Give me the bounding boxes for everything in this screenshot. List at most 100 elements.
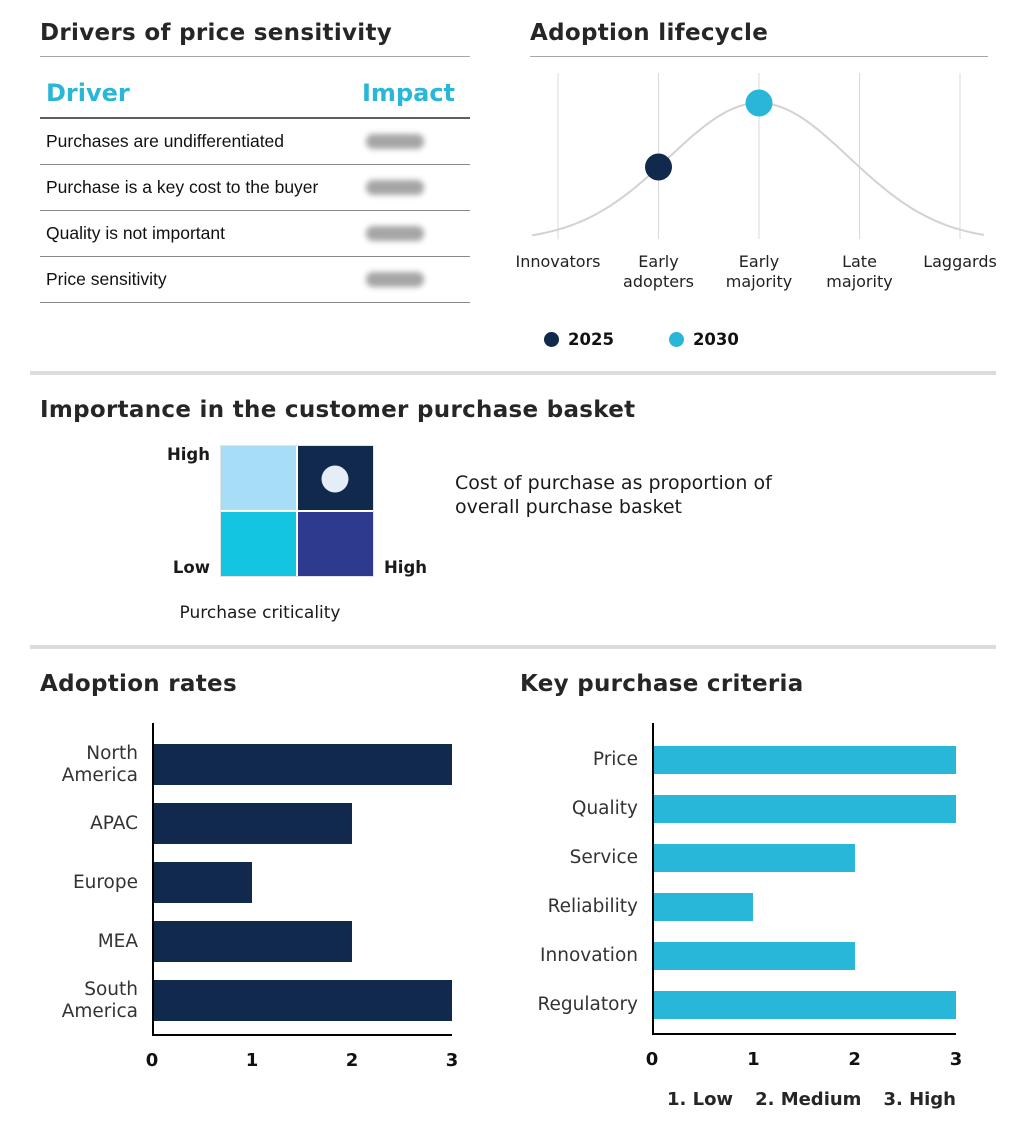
- bar-row: APAC: [40, 794, 452, 853]
- lifecycle-point-2030: [745, 89, 773, 117]
- x-axis-line: [652, 1033, 956, 1035]
- legend-item: 2025: [544, 330, 614, 349]
- table-row: Quality is not important: [40, 211, 470, 257]
- quadrant-bottom-right: [298, 512, 373, 576]
- bar-track: [652, 745, 956, 774]
- basket-annotation: Cost of purchase as proportion of overal…: [455, 472, 772, 519]
- impact-redacted-blob: [366, 272, 424, 287]
- drivers-table-body: Purchases are undifferentiated Purchase i…: [40, 119, 470, 303]
- bar-track: [652, 794, 956, 823]
- x-tick-label: 0: [645, 1049, 659, 1070]
- section-divider: [30, 645, 996, 649]
- bar-track: [652, 892, 956, 921]
- drivers-table-header: Driver Impact: [40, 71, 470, 119]
- impact-cell: [362, 272, 462, 287]
- bell-curve: [531, 101, 985, 237]
- column-header-impact: Impact: [362, 79, 456, 107]
- lifecycle-category-axis: Innovators Early adopters Early majority La…: [515, 252, 996, 302]
- key-purchase-criteria-chart: Price Quality Service Reliability Innovation…: [520, 723, 963, 1071]
- bar: [152, 744, 452, 785]
- table-row: Purchases are undifferentiated: [40, 119, 470, 165]
- drivers-table: Driver Impact Purchases are undifferenti…: [40, 71, 470, 303]
- bar-category-label: North America: [61, 743, 138, 786]
- quadrant-matrix: [220, 445, 374, 577]
- bar-track: [652, 941, 956, 970]
- legend-dot: [668, 332, 684, 347]
- basket-body: High Low High Purchase criticality Cost …: [40, 445, 986, 623]
- x-tick-label: 1: [245, 1050, 259, 1071]
- lifecycle-category-label: Innovators: [515, 252, 601, 271]
- x-tick-label: 0: [145, 1050, 159, 1071]
- driver-cell: Quality is not important: [46, 223, 225, 243]
- legend-dot: [544, 332, 559, 347]
- adoption-rates-title: Adoption rates: [40, 671, 237, 697]
- impact-cell: [362, 134, 462, 149]
- impact-redacted-blob: [366, 134, 424, 149]
- bar-row: Price: [520, 735, 956, 784]
- bar-category-label: APAC: [90, 812, 138, 834]
- basket-title: Importance in the customer purchase bask…: [40, 397, 636, 423]
- impact-cell: [362, 226, 462, 241]
- x-axis-line: [152, 1034, 452, 1036]
- bar-track: [152, 744, 452, 785]
- bar-category-label: Europe: [72, 871, 138, 893]
- footnote-item: 2. Medium: [755, 1089, 862, 1110]
- adoption-rates-chart: North America APAC Europe MEA South America …: [40, 723, 458, 1072]
- bar: [652, 990, 956, 1019]
- bar-category-label: Innovation: [540, 944, 638, 966]
- drivers-panel: Drivers of price sensitivity Driver Impa…: [40, 20, 470, 349]
- table-row: Purchase is a key cost to the buyer: [40, 165, 470, 211]
- bar-rows: North America APAC Europe MEA South America: [40, 723, 452, 1036]
- bar-track: [152, 921, 452, 962]
- bar-row: Quality: [520, 784, 956, 833]
- legend-label: 2025: [568, 330, 614, 349]
- bar-row: South America: [40, 971, 452, 1030]
- driver-cell: Purchases are undifferentiated: [46, 131, 285, 151]
- x-tick-label: 2: [848, 1049, 861, 1070]
- drivers-title: Drivers of price sensitivity: [40, 20, 470, 57]
- impact-redacted-blob: [366, 226, 424, 241]
- bar-category-label: Regulatory: [537, 993, 638, 1015]
- bar: [652, 892, 754, 921]
- bar-category-label: Price: [592, 748, 638, 770]
- y-axis-low-label: Low: [172, 558, 210, 577]
- bar-category-label: Service: [569, 846, 638, 868]
- key-purchase-criteria-panel: Key purchase criteria Price Quality Servic…: [520, 671, 963, 1110]
- lifecycle-category-label: Late majority: [826, 252, 893, 291]
- bar-category-label: South America: [61, 979, 138, 1022]
- x-tick-label: 3: [445, 1050, 459, 1071]
- bar: [152, 803, 352, 844]
- matrix-y-axis: High Low: [158, 445, 220, 577]
- bar-track: [152, 803, 452, 844]
- y-axis-line: [652, 723, 654, 1035]
- bar-track: [652, 843, 956, 872]
- x-tick-label: 1: [747, 1049, 760, 1070]
- footnote-item: 1. Low: [666, 1089, 734, 1110]
- purchase-basket-section: Importance in the customer purchase bask…: [0, 397, 1026, 623]
- bar-row: Europe: [40, 853, 452, 912]
- impact-redacted-blob: [366, 180, 424, 195]
- bar-row: Reliability: [520, 882, 956, 931]
- y-axis-high-label: High: [166, 445, 210, 464]
- bar: [652, 794, 956, 823]
- lifecycle-category-label: Early adopters: [623, 252, 694, 291]
- y-axis-line: [152, 723, 154, 1036]
- bar-row: Innovation: [520, 931, 956, 980]
- impact-cell: [362, 180, 462, 195]
- quadrant-top-left: [221, 446, 296, 510]
- matrix-x-axis-title: Purchase criticality: [179, 603, 341, 623]
- bar-track: [152, 980, 452, 1021]
- bar-track: [152, 862, 452, 903]
- lifecycle-legend: 2025 2030: [544, 330, 988, 349]
- bar: [152, 862, 252, 903]
- x-tick-label: 2: [345, 1050, 359, 1071]
- x-axis-ticks: 0 1 2 3: [646, 1041, 963, 1071]
- matrix-area: High Low High Purchase criticality: [158, 445, 427, 623]
- quadrant-bottom-left: [221, 512, 296, 576]
- lifecycle-panel: Adoption lifecycle Innovators Early adopt…: [515, 20, 996, 349]
- matrix-marker: [321, 465, 349, 492]
- driver-cell: Price sensitivity: [46, 269, 167, 289]
- top-section: Drivers of price sensitivity Driver Impa…: [0, 20, 1026, 349]
- bar-row: Regulatory: [520, 980, 956, 1029]
